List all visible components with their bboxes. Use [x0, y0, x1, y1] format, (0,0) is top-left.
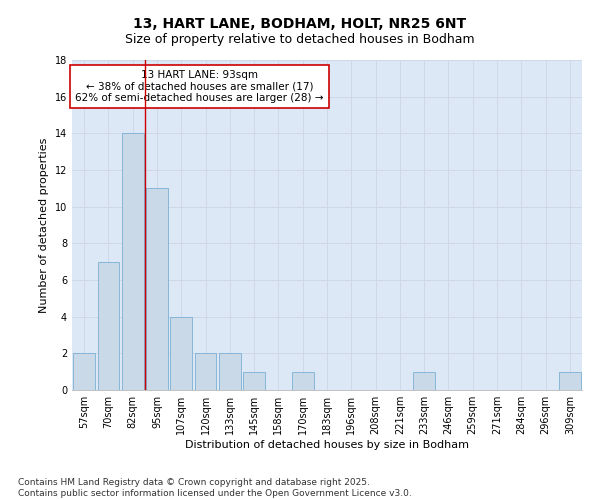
Text: Size of property relative to detached houses in Bodham: Size of property relative to detached ho… [125, 32, 475, 46]
Bar [170, 316, 192, 390]
Bar [292, 372, 314, 390]
Bar [243, 372, 265, 390]
Bar [97, 262, 119, 390]
Bar [194, 354, 217, 390]
Bar [219, 354, 241, 390]
Bar [413, 372, 435, 390]
X-axis label: Distribution of detached houses by size in Bodham: Distribution of detached houses by size … [185, 440, 469, 450]
Bar [559, 372, 581, 390]
Bar [73, 354, 95, 390]
Y-axis label: Number of detached properties: Number of detached properties [39, 138, 49, 312]
Text: 13 HART LANE: 93sqm
← 38% of detached houses are smaller (17)
62% of semi-detach: 13 HART LANE: 93sqm ← 38% of detached ho… [75, 70, 324, 103]
Text: 13, HART LANE, BODHAM, HOLT, NR25 6NT: 13, HART LANE, BODHAM, HOLT, NR25 6NT [133, 18, 467, 32]
Bar [146, 188, 168, 390]
Bar [122, 134, 143, 390]
Text: Contains HM Land Registry data © Crown copyright and database right 2025.
Contai: Contains HM Land Registry data © Crown c… [18, 478, 412, 498]
